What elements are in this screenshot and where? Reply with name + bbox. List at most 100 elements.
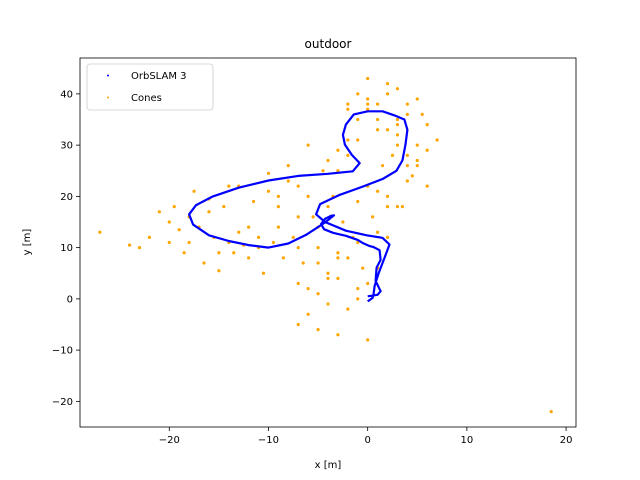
cone-point: [405, 179, 409, 183]
cone-point: [385, 82, 390, 86]
cone-point: [98, 230, 102, 234]
cone-point: [296, 281, 300, 286]
cone-point: [410, 174, 414, 178]
axes-frame: [79, 57, 577, 428]
cone-point: [415, 97, 419, 101]
cone-point: [346, 153, 350, 157]
cone-point: [147, 235, 152, 239]
x-tick-label: 10: [461, 435, 474, 446]
cone-point: [266, 171, 271, 175]
cone-point: [366, 76, 370, 81]
cone-point: [366, 281, 370, 286]
cone-point: [395, 117, 400, 122]
cone-point: [395, 143, 400, 147]
x-tick-label: 20: [560, 435, 573, 446]
y-tick-label: 40: [60, 89, 73, 100]
axis-ticks: −20 −10 0 10 20 −20 −10 0 10 20 30 40: [52, 89, 573, 446]
legend-label-cones: Cones: [131, 93, 162, 104]
cone-point: [395, 205, 400, 209]
cone-point: [276, 205, 280, 209]
cone-point: [326, 205, 330, 209]
cone-point: [420, 112, 424, 116]
cone-point: [405, 153, 409, 157]
cone-point: [376, 102, 380, 106]
cone-point: [376, 230, 380, 234]
cone-point: [326, 302, 330, 306]
cone-point: [371, 215, 375, 219]
cone-point: [137, 246, 142, 250]
cone-point: [336, 148, 340, 152]
cone-point: [286, 164, 290, 168]
cone-point: [415, 158, 419, 163]
cone-point: [385, 235, 390, 239]
y-axis-label: y [m]: [22, 229, 33, 256]
cone-point: [380, 164, 385, 168]
cone-point: [321, 169, 325, 173]
cone-point: [356, 287, 360, 291]
cone-point: [385, 205, 390, 209]
cone-point: [157, 210, 161, 214]
cone-point: [316, 261, 320, 265]
cone-point: [296, 246, 300, 250]
legend-marker-cones: [107, 96, 109, 99]
cone-point: [301, 261, 305, 265]
cone-point: [271, 240, 276, 245]
cone-point: [256, 235, 261, 239]
cone-point: [286, 179, 290, 183]
cone-point: [306, 143, 310, 147]
cone-point: [415, 164, 419, 168]
chart-title: outdoor: [305, 37, 352, 51]
y-tick-label: 10: [60, 243, 73, 254]
cone-point: [415, 143, 419, 147]
cone-point: [232, 251, 236, 255]
x-tick-label: −20: [159, 435, 180, 446]
cone-point: [385, 128, 390, 132]
cone-point: [306, 194, 310, 198]
x-tick-label: −10: [258, 435, 279, 446]
cone-point: [425, 123, 429, 127]
cone-point: [167, 220, 171, 224]
cone-point: [237, 230, 241, 234]
cone-point: [361, 266, 365, 270]
cone-point: [425, 148, 429, 152]
cone-point: [296, 184, 300, 188]
y-tick-label: 20: [60, 192, 73, 203]
cone-point: [395, 87, 400, 91]
y-tick-label: 0: [67, 294, 73, 305]
legend-marker-orbslam: [107, 74, 109, 77]
cone-point: [172, 205, 176, 209]
cone-point: [291, 235, 295, 239]
legend-label-orbslam: OrbSLAM 3: [131, 71, 187, 82]
cone-point: [217, 251, 221, 255]
cone-point: [356, 138, 360, 142]
cone-point: [128, 243, 132, 247]
cone-point: [395, 133, 400, 137]
cone-point: [306, 287, 310, 291]
cone-point: [311, 215, 315, 219]
cone-point: [326, 276, 330, 280]
cone-point: [227, 184, 231, 188]
cone-point: [346, 102, 350, 106]
cone-point: [222, 205, 226, 209]
cone-point: [202, 261, 206, 265]
cone-point: [376, 128, 380, 132]
cone-point: [261, 271, 266, 275]
x-tick-label: 0: [364, 435, 370, 446]
cone-point: [182, 251, 186, 255]
cone-point: [336, 256, 340, 260]
cone-point: [247, 256, 251, 260]
cone-point: [187, 240, 191, 245]
cone-point: [346, 256, 350, 260]
cone-point: [281, 256, 285, 260]
cone-point: [177, 228, 181, 232]
cone-point: [385, 92, 390, 96]
cone-point: [346, 307, 350, 311]
cone-point: [266, 189, 271, 193]
y-tick-label: −10: [52, 346, 73, 357]
cone-point: [326, 158, 330, 163]
cone-point: [252, 199, 256, 204]
cone-point: [356, 199, 360, 204]
cone-point: [247, 225, 251, 229]
cone-point: [316, 246, 320, 250]
